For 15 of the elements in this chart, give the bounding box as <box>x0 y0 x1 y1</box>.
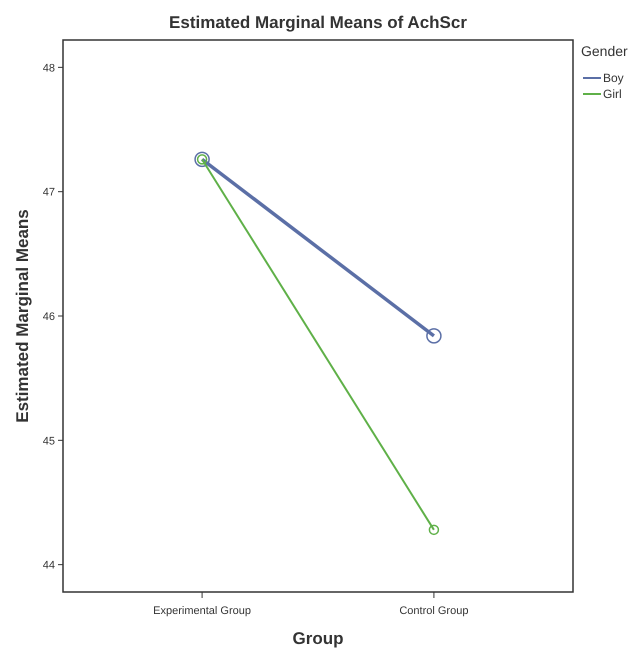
legend-label: Girl <box>603 87 622 101</box>
x-axis-title: Group <box>292 629 344 648</box>
y-tick-label: 46 <box>42 311 55 323</box>
legend-label: Boy <box>603 71 624 85</box>
x-tick-label: Control Group <box>399 605 468 617</box>
legend-title: Gender <box>581 43 628 59</box>
chart-title: Estimated Marginal Means of AchScr <box>169 13 468 32</box>
point <box>428 524 440 536</box>
x-tick-label: Experimental Group <box>153 605 252 617</box>
y-tick-label: 48 <box>42 62 55 74</box>
y-tick-label: 47 <box>42 186 55 199</box>
y-tick-label: 44 <box>42 560 55 572</box>
y-axis-title: Estimated Marginal Means <box>13 209 32 423</box>
y-tick-label: 45 <box>42 435 55 448</box>
point <box>426 328 442 344</box>
